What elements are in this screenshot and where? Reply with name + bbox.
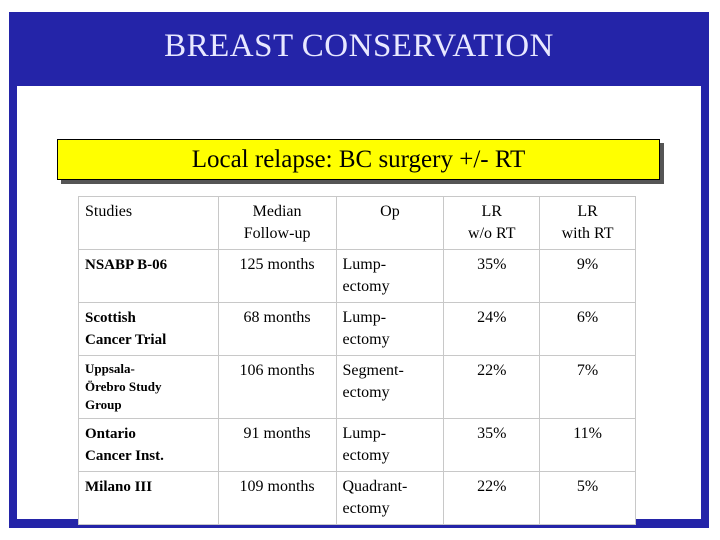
header-studies: Studies — [78, 196, 219, 250]
header-lr-without-rt: LR w/o RT — [443, 196, 541, 250]
table-row: Ontario Cancer Inst. 91 months Lump-ectom… — [78, 418, 636, 472]
title-bar: BREAST CONSERVATION — [9, 12, 709, 80]
operation: Quadrant-ectomy — [335, 471, 445, 525]
median-followup: 106 months — [217, 355, 337, 419]
operation: Segment-ectomy — [335, 355, 445, 419]
header-op: Op — [335, 196, 445, 250]
lr-with-rt: 11% — [539, 418, 636, 472]
lr-without-rt: 35% — [443, 418, 541, 472]
lr-without-rt: 22% — [443, 471, 541, 525]
table-header-row: Studies Median Follow-up Op LR w/o RT LR… — [78, 196, 636, 250]
median-followup: 109 months — [217, 471, 337, 525]
operation: Lump-ectomy — [335, 249, 445, 303]
lr-without-rt: 22% — [443, 355, 541, 419]
lr-with-rt: 7% — [539, 355, 636, 419]
header-median-followup: Median Follow-up — [217, 196, 337, 250]
median-followup: 91 months — [217, 418, 337, 472]
slide-subtitle: Local relapse: BC surgery +/- RT — [191, 145, 526, 173]
lr-with-rt: 6% — [539, 302, 636, 356]
lr-without-rt: 35% — [443, 249, 541, 303]
study-name: NSABP B-06 — [78, 249, 219, 303]
table-row: Scottish Cancer Trial 68 months Lump-ecto… — [78, 302, 636, 356]
lr-with-rt: 9% — [539, 249, 636, 303]
slide-title: BREAST CONSERVATION — [164, 27, 554, 64]
operation: Lump-ectomy — [335, 302, 445, 356]
table-row: Milano III 109 months Quadrant-ectomy 22… — [78, 471, 636, 525]
lr-with-rt: 5% — [539, 471, 636, 525]
study-name: Milano III — [78, 471, 219, 525]
study-name: Scottish Cancer Trial — [78, 302, 219, 356]
table-row: Uppsala- Örebro Study Group 106 months Seg… — [78, 355, 636, 419]
results-table: Studies Median Follow-up Op LR w/o RT LR… — [78, 196, 636, 525]
table-row: NSABP B-06 125 months Lump-ectomy 35% 9% — [78, 249, 636, 303]
study-name: Ontario Cancer Inst. — [78, 418, 219, 472]
subtitle-box: Local relapse: BC surgery +/- RT — [57, 139, 660, 180]
study-name: Uppsala- Örebro Study Group — [78, 355, 219, 419]
median-followup: 125 months — [217, 249, 337, 303]
operation: Lump-ectomy — [335, 418, 445, 472]
header-lr-with-rt: LR with RT — [539, 196, 636, 250]
lr-without-rt: 24% — [443, 302, 541, 356]
median-followup: 68 months — [217, 302, 337, 356]
